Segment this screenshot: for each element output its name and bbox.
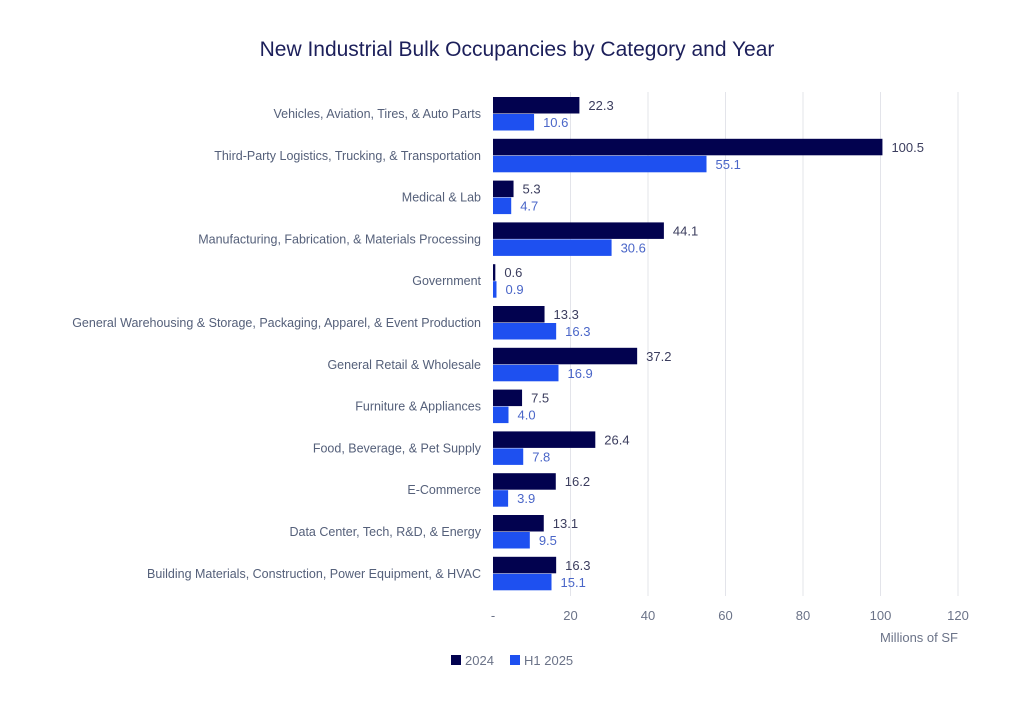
category-label: Medical & Lab xyxy=(402,191,481,205)
bar-2024 xyxy=(493,97,580,114)
x-tick-label: - xyxy=(491,608,495,623)
data-label: 100.5 xyxy=(891,140,924,155)
data-label: 15.1 xyxy=(561,575,586,590)
data-label: 7.8 xyxy=(532,449,550,464)
bar-h1-2025 xyxy=(493,364,559,382)
data-label: 5.3 xyxy=(523,182,541,197)
data-label: 26.4 xyxy=(604,432,629,447)
category-label: E-Commerce xyxy=(407,483,481,497)
bar-h1-2025 xyxy=(493,155,707,173)
x-tick-label: 40 xyxy=(641,608,655,623)
data-label: 37.2 xyxy=(646,349,671,364)
bar-2024 xyxy=(493,222,664,239)
x-tick-label: 80 xyxy=(796,608,810,623)
legend-item-h1-2025[interactable]: H1 2025 xyxy=(510,653,573,668)
bar-2024 xyxy=(493,347,638,365)
data-label: 0.9 xyxy=(505,282,523,297)
data-label: 16.9 xyxy=(567,366,592,381)
bar-2024 xyxy=(493,180,514,198)
data-label: 30.6 xyxy=(621,240,646,255)
data-label: 16.3 xyxy=(565,324,590,339)
bar-h1-2025 xyxy=(493,114,535,131)
data-label: 13.3 xyxy=(554,307,579,322)
category-label: Vehicles, Aviation, Tires, & Auto Parts xyxy=(273,107,481,121)
legend-item-2024[interactable]: 2024 xyxy=(451,653,494,668)
bar-2024 xyxy=(493,431,596,448)
bar-2024 xyxy=(493,389,523,407)
bar-2024 xyxy=(493,556,557,574)
category-label: Manufacturing, Fabrication, & Materials … xyxy=(198,232,481,246)
x-tick-label: 120 xyxy=(947,608,969,623)
category-label: Data Center, Tech, R&D, & Energy xyxy=(289,525,481,539)
data-label: 44.1 xyxy=(673,223,698,238)
bar-h1-2025 xyxy=(493,406,509,424)
chart-title: New Industrial Bulk Occupancies by Categ… xyxy=(260,38,775,61)
category-label: General Warehousing & Storage, Packaging… xyxy=(72,316,481,330)
data-label: 22.3 xyxy=(588,98,613,113)
data-label: 55.1 xyxy=(716,157,741,172)
bar-h1-2025 xyxy=(493,239,612,256)
bar-h1-2025 xyxy=(493,532,530,549)
category-label: Furniture & Appliances xyxy=(355,400,481,414)
bar-2024 xyxy=(493,138,883,156)
data-label: 10.6 xyxy=(543,115,568,130)
category-label: Third-Party Logistics, Trucking, & Trans… xyxy=(214,149,481,163)
data-label: 9.5 xyxy=(539,533,557,548)
x-tick-label: 60 xyxy=(718,608,732,623)
legend-label: H1 2025 xyxy=(524,653,573,668)
x-axis-label: Millions of SF xyxy=(880,630,958,645)
data-label: 16.3 xyxy=(565,558,590,573)
x-tick-label: 100 xyxy=(870,608,892,623)
data-label: 7.5 xyxy=(531,391,549,406)
bar-2024 xyxy=(493,473,556,490)
bar-h1-2025 xyxy=(493,573,552,591)
x-tick-label: 20 xyxy=(563,608,577,623)
bar-2024 xyxy=(493,515,544,532)
category-label: Food, Beverage, & Pet Supply xyxy=(313,441,482,455)
data-label: 16.2 xyxy=(565,474,590,489)
data-label: 4.0 xyxy=(518,408,536,423)
bar-2024 xyxy=(493,264,496,281)
bar-2024 xyxy=(493,306,545,323)
bar-h1-2025 xyxy=(493,448,524,465)
legend-swatch xyxy=(451,655,461,665)
bar-h1-2025 xyxy=(493,281,497,298)
bar-h1-2025 xyxy=(493,490,509,507)
category-label: Building Materials, Construction, Power … xyxy=(147,567,481,581)
data-label: 0.6 xyxy=(504,265,522,280)
data-label: 13.1 xyxy=(553,516,578,531)
data-label: 3.9 xyxy=(517,491,535,506)
bar-h1-2025 xyxy=(493,323,557,340)
bar-h1-2025 xyxy=(493,197,512,215)
category-label: General Retail & Wholesale xyxy=(327,358,481,372)
category-label: Government xyxy=(412,274,481,288)
legend-swatch xyxy=(510,655,520,665)
legend-label: 2024 xyxy=(465,653,494,668)
data-label: 4.7 xyxy=(520,199,538,214)
